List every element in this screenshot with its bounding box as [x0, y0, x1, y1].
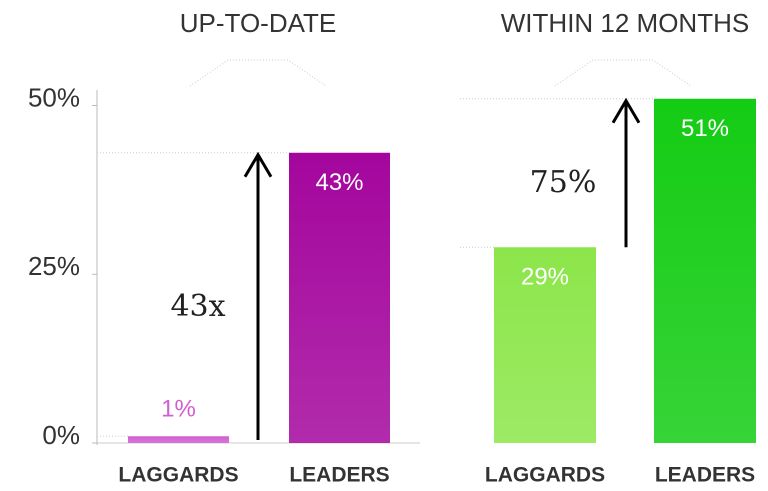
- chart-title: WITHIN 12 MONTHS: [501, 8, 749, 38]
- bar: [654, 98, 756, 443]
- bar: [128, 436, 229, 443]
- y-tick-label: 0%: [42, 420, 80, 450]
- data-label: 1%: [161, 396, 196, 423]
- data-label: 51%: [681, 115, 729, 142]
- bar: [494, 247, 596, 443]
- x-tick-label: LAGGARDS: [485, 464, 605, 487]
- bar: [289, 152, 390, 443]
- x-tick-label: LEADERS: [289, 464, 389, 487]
- y-tick-label: 50%: [28, 82, 80, 112]
- title-bracket: [189, 59, 327, 87]
- chart-title: UP-TO-DATE: [180, 8, 336, 38]
- annotation: 43x: [170, 289, 225, 324]
- x-tick-label: LAGGARDS: [118, 464, 238, 487]
- x-tick-label: LEADERS: [655, 464, 755, 487]
- data-label: 43%: [315, 169, 363, 196]
- arrow-head: [611, 97, 641, 124]
- title-bracket: [554, 59, 692, 87]
- annotation: 75%: [530, 165, 597, 200]
- arrow-head: [243, 151, 273, 178]
- y-tick-label: 25%: [28, 251, 80, 281]
- data-label: 29%: [521, 264, 569, 291]
